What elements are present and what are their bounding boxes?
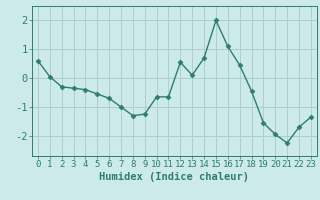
X-axis label: Humidex (Indice chaleur): Humidex (Indice chaleur) [100, 172, 249, 182]
